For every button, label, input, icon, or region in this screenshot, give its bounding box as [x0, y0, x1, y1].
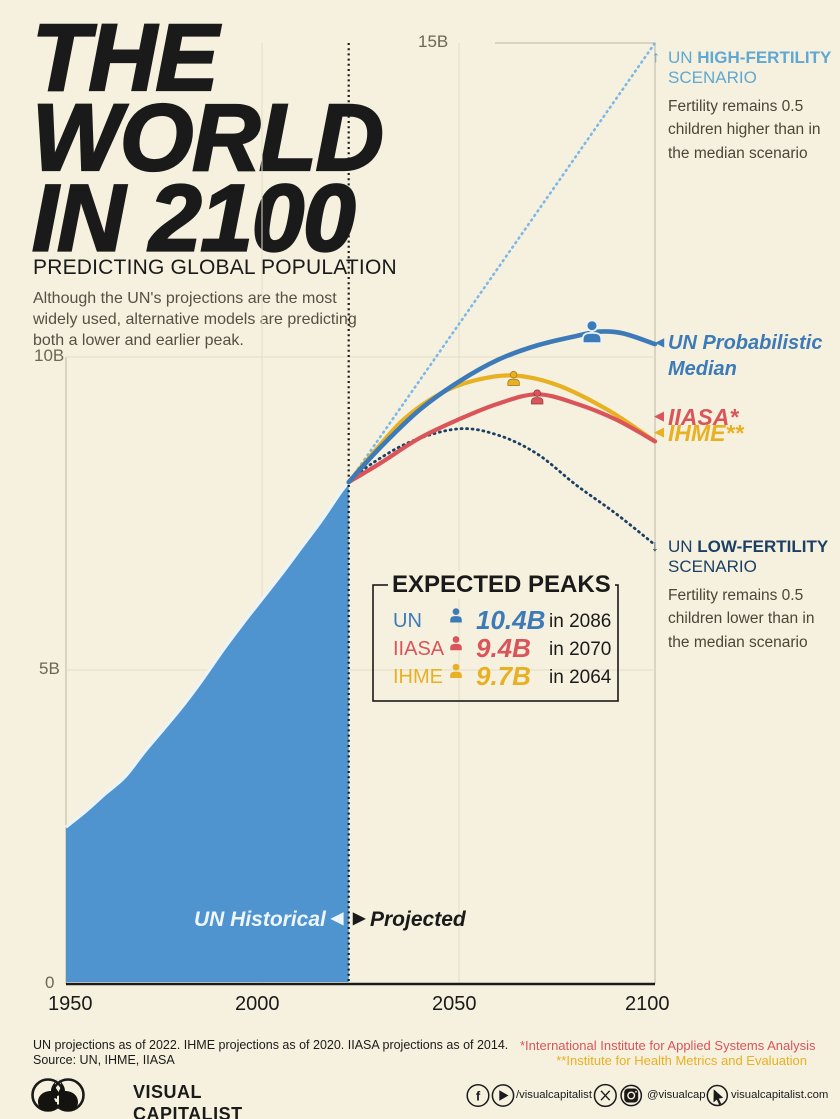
svg-text:f: f	[476, 1088, 481, 1103]
